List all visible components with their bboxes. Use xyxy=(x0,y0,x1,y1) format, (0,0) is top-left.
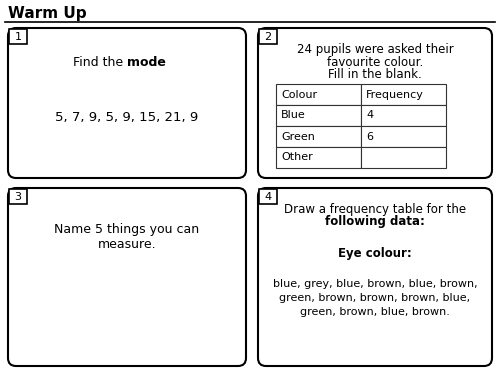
Text: Frequency: Frequency xyxy=(366,90,424,99)
FancyBboxPatch shape xyxy=(8,28,246,178)
Text: Other: Other xyxy=(281,153,313,162)
Text: 1: 1 xyxy=(14,32,21,42)
Text: Green: Green xyxy=(281,132,315,141)
Bar xyxy=(361,147,446,168)
Text: 24 pupils were asked their: 24 pupils were asked their xyxy=(296,44,454,57)
Text: 5, 7, 9, 5, 9, 15, 21, 9: 5, 7, 9, 5, 9, 15, 21, 9 xyxy=(56,111,199,125)
Bar xyxy=(361,84,446,105)
Text: following data:: following data: xyxy=(325,216,425,228)
FancyBboxPatch shape xyxy=(259,189,277,204)
Text: mode: mode xyxy=(127,57,166,69)
FancyBboxPatch shape xyxy=(258,188,492,366)
Text: Draw a frequency table for the: Draw a frequency table for the xyxy=(284,204,466,216)
Text: 3: 3 xyxy=(14,192,21,201)
Text: Fill in the blank.: Fill in the blank. xyxy=(328,68,422,81)
Text: 6: 6 xyxy=(366,132,373,141)
Text: :: : xyxy=(151,57,155,69)
FancyBboxPatch shape xyxy=(258,28,492,178)
Text: measure.: measure. xyxy=(98,237,156,250)
Text: 4: 4 xyxy=(264,192,272,201)
Text: green, brown, blue, brown.: green, brown, blue, brown. xyxy=(300,307,450,317)
Bar xyxy=(276,84,361,105)
Text: Colour: Colour xyxy=(281,90,317,99)
FancyBboxPatch shape xyxy=(259,29,277,44)
FancyBboxPatch shape xyxy=(9,29,27,44)
Text: 4: 4 xyxy=(366,111,373,120)
FancyBboxPatch shape xyxy=(9,189,27,204)
Bar xyxy=(276,147,361,168)
Text: blue, grey, blue, brown, blue, brown,: blue, grey, blue, brown, blue, brown, xyxy=(272,279,478,289)
Text: 2: 2 xyxy=(264,32,272,42)
Text: Blue: Blue xyxy=(281,111,306,120)
Text: Name 5 things you can: Name 5 things you can xyxy=(54,224,200,237)
Bar xyxy=(276,126,361,147)
Text: green, brown, brown, brown, blue,: green, brown, brown, brown, blue, xyxy=(280,293,470,303)
Text: Warm Up: Warm Up xyxy=(8,6,86,21)
Text: favourite colour.: favourite colour. xyxy=(327,56,423,69)
Bar xyxy=(361,126,446,147)
Text: Eye colour:: Eye colour: xyxy=(338,246,412,259)
Bar xyxy=(361,105,446,126)
Text: Find the: Find the xyxy=(73,57,127,69)
FancyBboxPatch shape xyxy=(8,188,246,366)
Bar xyxy=(276,105,361,126)
